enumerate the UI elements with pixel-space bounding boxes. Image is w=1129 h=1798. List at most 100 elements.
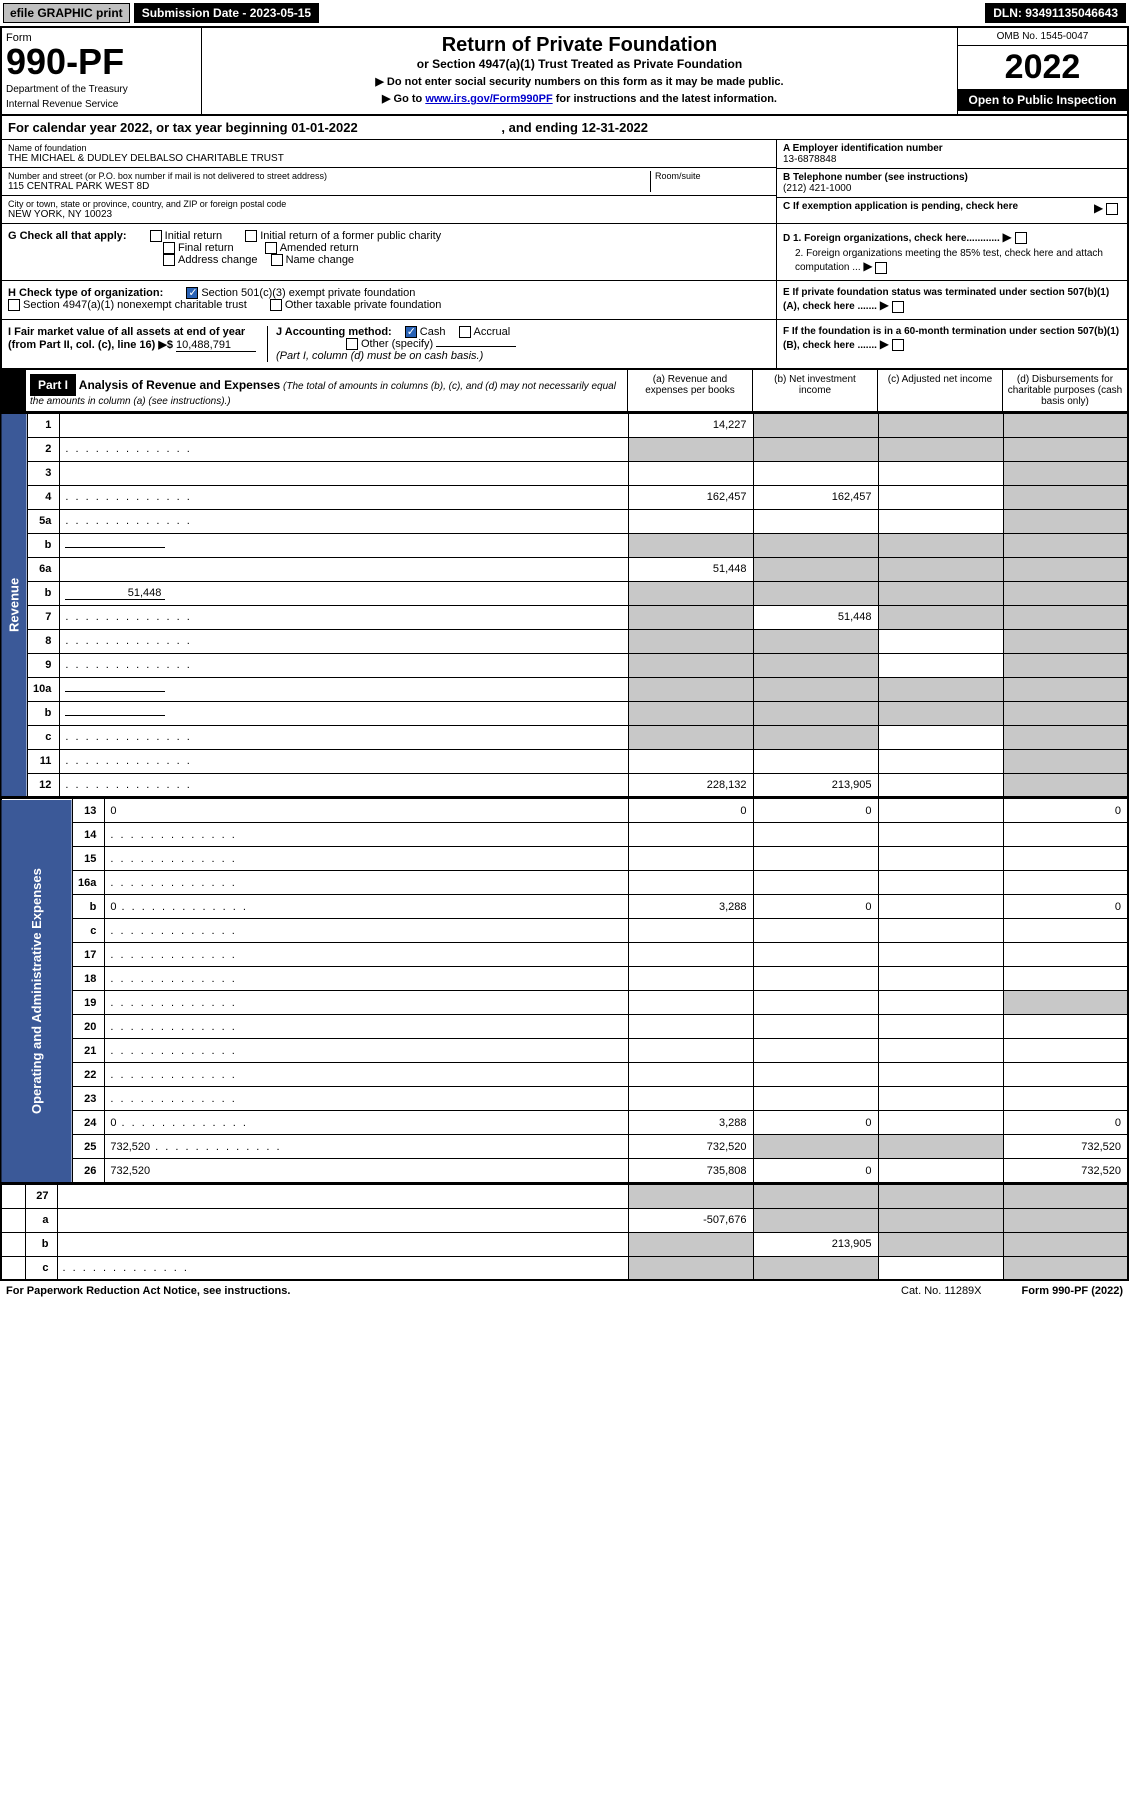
table-row: 26732,520735,8080732,520: [1, 1159, 1128, 1183]
line-desc: [105, 823, 628, 847]
table-row: 22: [1, 1063, 1128, 1087]
cb-85pct[interactable]: [875, 262, 887, 274]
amount-cell: [878, 1063, 1003, 1087]
line-desc: [60, 413, 628, 437]
g-label: G Check all that apply:: [8, 230, 127, 242]
amount-cell: [878, 847, 1003, 871]
cb-4947[interactable]: [8, 299, 20, 311]
amount-cell: [628, 823, 753, 847]
page-footer: For Paperwork Reduction Act Notice, see …: [0, 1281, 1129, 1301]
line-number: c: [25, 1256, 57, 1280]
line-number: 3: [28, 461, 60, 485]
form-title: Return of Private Foundation: [208, 34, 951, 57]
cb-cash[interactable]: [405, 326, 417, 338]
line-number: 9: [28, 653, 60, 677]
amount-cell: [878, 1159, 1003, 1183]
line-desc: [60, 605, 628, 629]
d2-label: 2. Foreign organizations meeting the 85%…: [795, 248, 1103, 273]
amount-cell: [878, 461, 1003, 485]
exemption-checkbox[interactable]: [1106, 203, 1118, 215]
line-desc: [57, 1232, 628, 1256]
phone: (212) 421-1000: [783, 183, 1121, 194]
line-desc: [60, 677, 628, 701]
amount-cell: [1003, 437, 1128, 461]
amount-cell: [753, 1256, 878, 1280]
cb-initial-former[interactable]: [245, 230, 257, 242]
table-row: 19: [1, 991, 1128, 1015]
line-desc: 0: [105, 895, 628, 919]
line-desc: [57, 1256, 628, 1280]
amount-cell: [878, 1208, 1003, 1232]
table-row: 4162,457162,457: [1, 485, 1128, 509]
amount-cell: [628, 1184, 753, 1208]
amount-cell: [1003, 1256, 1128, 1280]
irs-label: Internal Revenue Service: [6, 99, 197, 110]
amount-cell: [1003, 653, 1128, 677]
amount-cell: [628, 847, 753, 871]
amount-cell: [878, 1232, 1003, 1256]
exemption-label: C If exemption application is pending, c…: [783, 201, 1018, 212]
table-row: 9: [1, 653, 1128, 677]
foundation-name: THE MICHAEL & DUDLEY DELBALSO CHARITABLE…: [8, 153, 770, 164]
cb-initial[interactable]: [150, 230, 162, 242]
cb-other-tax[interactable]: [270, 299, 282, 311]
table-row: b: [1, 701, 1128, 725]
line-desc: [60, 629, 628, 653]
cb-other-method[interactable]: [346, 338, 358, 350]
amount-cell: 735,808: [628, 1159, 753, 1183]
line-number: 2: [28, 437, 60, 461]
cb-501c3[interactable]: [186, 287, 198, 299]
amount-cell: 0: [753, 895, 878, 919]
amount-cell: [878, 413, 1003, 437]
table-row: 12228,132213,905: [1, 773, 1128, 797]
line-number: 23: [73, 1087, 105, 1111]
amount-cell: [753, 919, 878, 943]
cb-accrual[interactable]: [459, 326, 471, 338]
amount-cell: 732,520: [1003, 1159, 1128, 1183]
amount-cell: [878, 533, 1003, 557]
line-number: b: [28, 533, 60, 557]
amount-cell: [1003, 847, 1128, 871]
line-number: 17: [73, 943, 105, 967]
amount-cell: [1003, 605, 1128, 629]
cb-addr-change[interactable]: [163, 254, 175, 266]
cb-60month[interactable]: [892, 339, 904, 351]
amount-cell: [878, 653, 1003, 677]
amount-cell: 0: [1003, 1111, 1128, 1135]
cb-name-change[interactable]: [271, 254, 283, 266]
table-row: b213,905: [1, 1232, 1128, 1256]
cb-amended[interactable]: [265, 242, 277, 254]
cb-foreign[interactable]: [1015, 232, 1027, 244]
amount-cell: [878, 991, 1003, 1015]
amount-cell: 732,520: [628, 1135, 753, 1159]
amount-cell: [628, 653, 753, 677]
table-row: 17: [1, 943, 1128, 967]
top-bar: efile GRAPHIC print Submission Date - 20…: [0, 0, 1129, 26]
amount-cell: [628, 581, 753, 605]
amount-cell: [753, 533, 878, 557]
amount-cell: [1003, 725, 1128, 749]
table-row: a-507,676: [1, 1208, 1128, 1232]
amount-cell: 51,448: [753, 605, 878, 629]
table-row: 751,448: [1, 605, 1128, 629]
amount-cell: [753, 847, 878, 871]
line-number: 5a: [28, 509, 60, 533]
table-row: 11: [1, 749, 1128, 773]
j-label: J Accounting method:: [276, 326, 392, 338]
amount-cell: [628, 919, 753, 943]
amount-cell: [878, 581, 1003, 605]
efile-print-button[interactable]: efile GRAPHIC print: [3, 3, 130, 23]
cb-terminated[interactable]: [892, 301, 904, 313]
line-number: 10a: [28, 677, 60, 701]
line-desc: [105, 1063, 628, 1087]
amount-cell: [753, 461, 878, 485]
amount-cell: [628, 725, 753, 749]
irs-link[interactable]: www.irs.gov/Form990PF: [425, 93, 552, 105]
revenue-table: Revenue114,227234162,457162,4575ab 6a51,…: [0, 413, 1129, 799]
amount-cell: [878, 1039, 1003, 1063]
amount-cell: [1003, 701, 1128, 725]
line-number: 6a: [28, 557, 60, 581]
cb-final[interactable]: [163, 242, 175, 254]
amount-cell: [753, 1039, 878, 1063]
amount-cell: [878, 967, 1003, 991]
